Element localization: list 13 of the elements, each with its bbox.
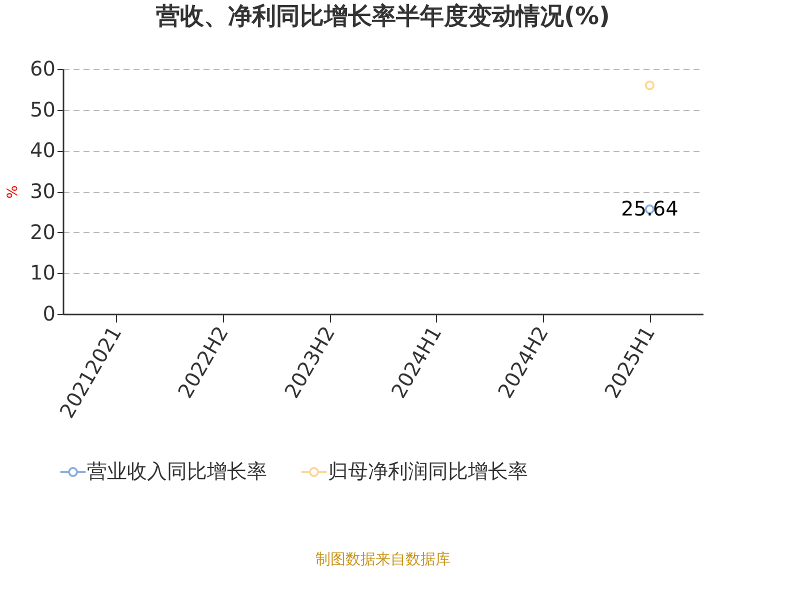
- y-tick-label: 40: [30, 138, 56, 162]
- y-axis-title: %: [5, 185, 22, 199]
- text: 制图数据来自数据库: [316, 550, 450, 568]
- data-label: 25.64: [621, 196, 678, 220]
- legend-label: 营业收入同比增长率: [87, 459, 267, 483]
- y-tick-label: 30: [30, 179, 56, 203]
- y-tick-label: 60: [30, 56, 56, 80]
- y-tick-label: 20: [30, 220, 56, 244]
- y-tick-label: 0: [42, 302, 56, 326]
- y-tick-label: 50: [30, 97, 56, 122]
- chart-title: 营收、净利同比增长率半年度变动情况(%): [155, 2, 610, 30]
- y-tick-label: 10: [30, 260, 56, 285]
- legend-label: 归母净利润同比增长率: [328, 459, 528, 483]
